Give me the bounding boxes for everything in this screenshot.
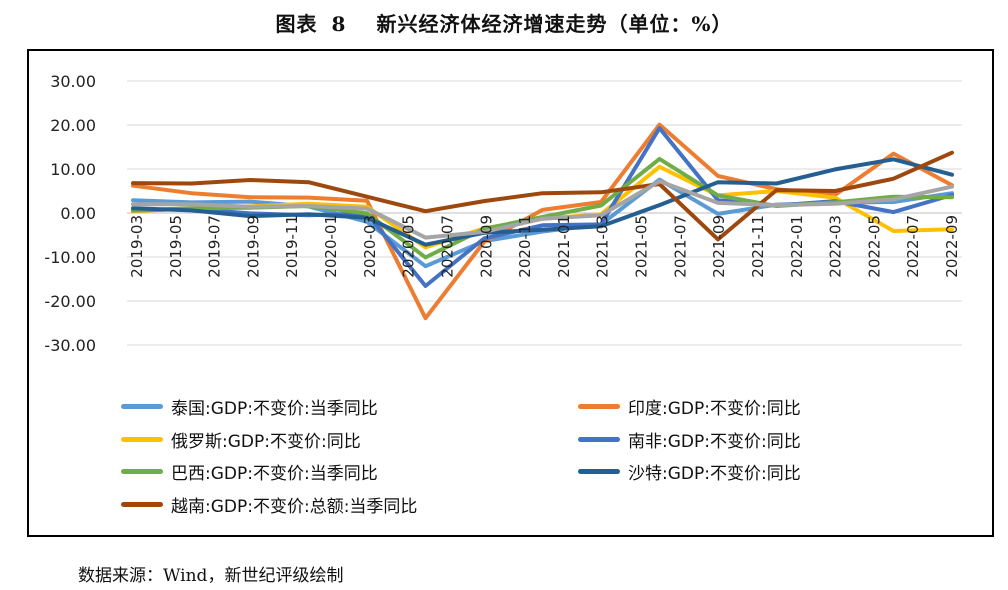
legend-label: 俄罗斯:GDP:不变价:同比 [171,431,361,452]
figure-number: 8 [331,12,347,36]
x-tick-label: 2019-09 [244,215,262,278]
x-tick-label: 2021-03 [594,215,612,278]
y-tick-label: -10.00 [44,248,96,267]
legend-item: 泰国:GDP:不变价:当季同比 [121,392,378,420]
legend-label: 印度:GDP:不变价:同比 [628,398,801,419]
series-line [131,122,954,321]
legend-swatch [121,436,163,442]
legend-label: 沙特:GDP:不变价:同比 [628,463,801,484]
legend-swatch [578,436,620,442]
y-tick-label: 10.00 [50,160,96,179]
legend-label: 巴西:GDP:不变价:当季同比 [171,463,378,484]
y-tick-label: 0.00 [60,204,96,223]
legend-swatch [121,403,163,409]
legend-swatch [121,501,163,507]
y-tick-label: 20.00 [50,116,96,135]
x-tick-label: 2019-05 [167,215,185,278]
legend-item: 越南:GDP:不变价:总额:当季同比 [121,490,417,518]
legend-label: 泰国:GDP:不变价:当季同比 [171,398,378,419]
legend-swatch [578,403,620,409]
x-tick-label: 2020-05 [400,215,418,278]
legend-item: 俄罗斯:GDP:不变价:同比 [121,425,361,453]
figure-title-text: 新兴经济体经济增速走势（单位：%） [376,12,733,36]
chart-frame [27,49,994,537]
x-tick-label: 2022-07 [904,215,922,278]
x-tick-label: 2022-03 [827,215,845,278]
x-tick-label: 2022-05 [865,215,883,278]
y-tick-label: 30.00 [50,72,96,91]
data-source: 数据来源：Wind，新世纪评级绘制 [78,566,344,586]
x-tick-label: 2019-03 [128,215,146,278]
x-tick-label: 2020-09 [477,215,495,278]
x-tick-label: 2021-11 [749,215,767,278]
legend-item: 沙特:GDP:不变价:同比 [578,457,801,485]
x-tick-label: 2019-11 [283,215,301,278]
legend-item: 南非:GDP:不变价:同比 [578,425,801,453]
legend-swatch [121,468,163,474]
series-line [131,179,954,240]
y-tick-label: -30.00 [44,336,96,355]
x-tick-label: 2021-07 [671,215,689,278]
figure-prefix: 图表 [275,12,318,36]
legend-swatch [578,468,620,474]
line-chart: 30.00 20.00 10.00 0.00 -10.00 -20.00 -30.00 201… [44,72,962,355]
x-tick-label: 2022-09 [943,215,961,278]
x-tick-label: 2021-01 [555,215,573,278]
legend-label: 南非:GDP:不变价:同比 [628,431,801,452]
series-line [131,157,954,247]
legend-item: 印度:GDP:不变价:同比 [578,392,801,420]
x-tick-label: 2021-09 [710,215,728,278]
y-tick-label: -20.00 [44,292,96,311]
x-tick-label: 2019-07 [206,215,224,278]
x-tick-label: 2020-03 [361,215,379,278]
x-tick-label: 2020-07 [438,215,456,278]
legend-item: 巴西:GDP:不变价:当季同比 [121,457,378,485]
x-tick-label: 2020-01 [322,215,340,278]
x-tick-label: 2021-05 [633,215,651,278]
legend-label: 越南:GDP:不变价:总额:当季同比 [171,496,418,517]
series-line [131,150,954,242]
x-tick-label: 2022-01 [788,215,806,278]
x-tick-label: 2020-11 [516,215,534,278]
chart-title: 图表 8 新兴经济体经济增速走势（单位：%） [0,8,1008,37]
